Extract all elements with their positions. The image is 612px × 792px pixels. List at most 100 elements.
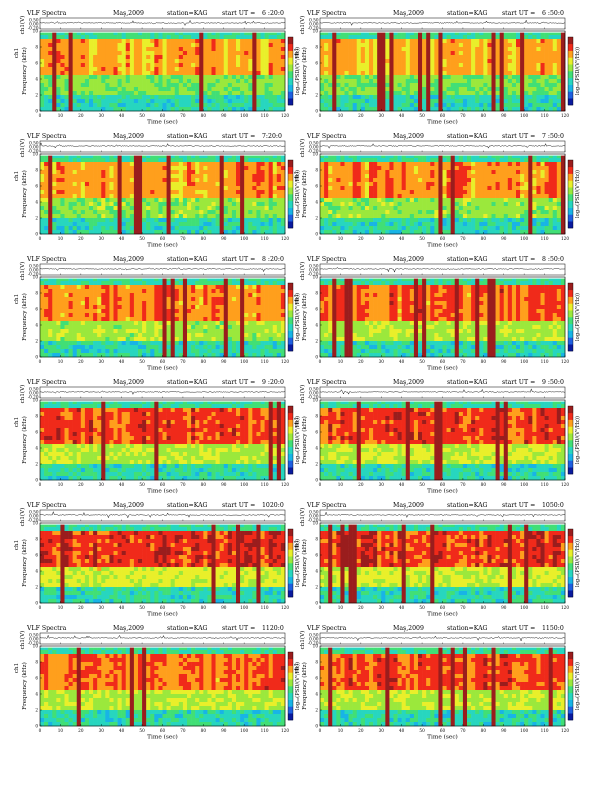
spectrogram-cell [170, 91, 176, 96]
spectrogram-cell [336, 190, 341, 195]
spectrogram-cell [340, 71, 345, 76]
spectrogram-cell [377, 83, 382, 88]
spectrogram-cell [101, 83, 106, 88]
trace-tick-label: 0.00 [29, 144, 39, 149]
spectrogram-cell [248, 35, 253, 40]
spectrogram-cell [268, 210, 274, 215]
spectrogram-cell [178, 103, 184, 108]
spectrogram-cell [199, 210, 204, 215]
spectrogram-cell [393, 190, 398, 195]
spectrogram-cell [401, 218, 407, 223]
spectrogram-cell [48, 55, 53, 60]
spectrogram-cell [227, 222, 233, 227]
spectrogram-cell [162, 226, 167, 231]
spectrogram-cell [121, 79, 127, 84]
spectrogram-cell [499, 162, 505, 167]
spectrogram-cell [60, 162, 65, 167]
spectrogram-cell [544, 67, 549, 72]
spectrogram-cell [101, 166, 106, 171]
spectrogram-cell [532, 43, 537, 48]
spectrogram-cell [76, 194, 82, 199]
spectrogram-cell [467, 63, 472, 68]
spectrogram-cell [158, 59, 163, 64]
spectrogram-cell [72, 103, 78, 108]
spectrogram-cell [174, 95, 180, 100]
spectrogram-cell [450, 71, 456, 76]
spectrogram-cell [158, 206, 163, 211]
spectrogram-cell [227, 182, 233, 187]
spectrogram-cell [154, 182, 159, 187]
spectrogram-cell [377, 107, 382, 112]
spectrogram-cell [227, 194, 233, 199]
spectrogram-cell [511, 75, 517, 80]
spectrogram-cell [413, 39, 419, 44]
spectrogram-cell [556, 206, 562, 211]
spectrogram-cell [60, 79, 65, 84]
spectrogram-cell [332, 198, 337, 203]
spectrogram-cell [260, 107, 265, 112]
spectrogram-cell [84, 210, 90, 215]
spectrogram-cell [207, 206, 212, 211]
spectrogram-cell [560, 35, 566, 40]
spectrogram-cell [182, 59, 188, 64]
spectrogram-cell [68, 218, 73, 223]
spectrogram-cell [146, 83, 151, 88]
spectrogram-cell [352, 218, 358, 223]
spectrogram-cell [336, 154, 341, 159]
spectrogram-cell [467, 206, 472, 211]
spectrogram-cell [499, 43, 505, 48]
spectrogram-cell [178, 158, 184, 163]
panel-title: VLF Spectra [306, 10, 347, 17]
spectrogram-cell [454, 162, 460, 167]
spectrogram-cell [503, 182, 509, 187]
spectrogram-cell [438, 107, 443, 112]
spectrogram-cell [516, 178, 521, 183]
spectrogram-cell [409, 174, 415, 179]
spectrogram-cell [240, 186, 245, 191]
spectrogram-cell [401, 31, 407, 36]
spectrogram-cell [133, 182, 139, 187]
spectrogram-cell [174, 39, 180, 44]
spectrogram-cell [552, 99, 558, 104]
spectrogram-cell [60, 103, 65, 108]
spectrogram-cell [191, 162, 196, 167]
spectrogram-cell [40, 103, 45, 108]
spectrogram-cell [393, 47, 398, 52]
spectrogram-cell [348, 166, 353, 171]
spectrogram-cell [170, 39, 176, 44]
time-tick-label: 90 [221, 236, 227, 241]
spectrogram-cell [548, 83, 554, 88]
colorbar-segment [568, 98, 573, 106]
spectrogram-cell [97, 59, 102, 64]
spectrogram-cell [483, 31, 488, 36]
spectrogram-cell [544, 206, 549, 211]
freq-tick-label: 0 [35, 109, 38, 114]
spectrogram-cell [219, 39, 225, 44]
spectrogram-cell [462, 55, 468, 60]
spectrogram-cell [340, 202, 345, 207]
spectrogram-cell [418, 31, 423, 36]
spectrogram-cell [133, 194, 139, 199]
spectrogram-cell [332, 31, 337, 36]
spectrogram-cell [146, 79, 151, 84]
spectrogram-cell [84, 39, 90, 44]
spectrogram-cell [276, 39, 282, 44]
spectrogram-cell [195, 103, 200, 108]
spectrogram-cell [44, 47, 49, 52]
spectrogram-cell [422, 210, 427, 215]
spectrogram-cell [207, 107, 212, 112]
time-tick-label: 60 [440, 113, 446, 118]
spectrogram-cell [397, 51, 402, 56]
spectrogram-cell [146, 174, 151, 179]
spectrogram-cell [227, 166, 233, 171]
spectrogram-cell [40, 51, 45, 56]
spectrogram-cell [48, 39, 53, 44]
colorbar-segment [288, 214, 293, 222]
spectrogram-cell [68, 99, 73, 104]
spectrogram-cell [158, 154, 163, 159]
spectrogram-cell [385, 99, 390, 104]
spectrogram-cell [434, 170, 439, 175]
spectrogram-cell [340, 55, 345, 60]
spectrogram-cell [524, 170, 529, 175]
spectrogram-cell [430, 210, 435, 215]
